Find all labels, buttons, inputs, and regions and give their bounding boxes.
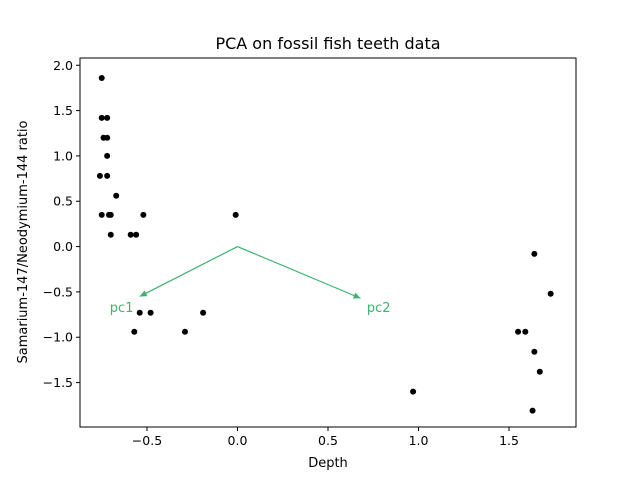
arrow-label-pc2: pc2 xyxy=(367,301,391,316)
y-axis: 2.0 1.5 1.0 0.5 0.0 −0.5 −1.0 −1.5 xyxy=(43,58,80,390)
data-point xyxy=(98,74,105,81)
plot-area xyxy=(79,57,577,428)
x-tick-label: 0.5 xyxy=(318,433,338,448)
y-tick-label: −0.5 xyxy=(43,284,73,299)
arrow-layer: pc1 pc2 xyxy=(110,246,391,316)
y-tick-label: 0.0 xyxy=(53,239,73,254)
data-point xyxy=(536,368,543,375)
data-point xyxy=(529,407,536,414)
arrow-pc2 xyxy=(237,246,361,299)
arrow-head-pc2 xyxy=(352,292,361,299)
data-point xyxy=(131,328,138,335)
chart-title: PCA on fossil fish teeth data xyxy=(215,34,440,53)
data-point xyxy=(98,211,105,218)
data-point xyxy=(96,172,103,179)
data-point xyxy=(410,388,417,395)
y-tick-label: 2.0 xyxy=(53,58,73,73)
data-point xyxy=(104,152,111,159)
arrow-head-pc1 xyxy=(139,290,148,297)
data-point xyxy=(232,211,239,218)
data-point xyxy=(522,328,529,335)
data-point xyxy=(547,290,554,297)
data-point xyxy=(98,114,105,121)
arrow-label-pc1: pc1 xyxy=(110,301,134,316)
y-tick-label: −1.5 xyxy=(43,375,73,390)
point-layer xyxy=(96,74,554,414)
arrow-pc1 xyxy=(139,246,238,297)
data-point xyxy=(107,211,114,218)
data-point xyxy=(140,211,147,218)
data-point xyxy=(531,348,538,355)
data-point xyxy=(104,172,111,179)
x-axis-label: Depth xyxy=(308,456,348,471)
data-point xyxy=(104,114,111,121)
data-point xyxy=(147,309,154,316)
data-point xyxy=(107,231,114,238)
x-tick-label: 1.0 xyxy=(409,433,429,448)
data-point xyxy=(113,192,120,199)
y-tick-label: 0.5 xyxy=(53,194,73,209)
x-axis: −0.5 0.0 0.5 1.0 1.5 xyxy=(132,427,519,448)
data-point xyxy=(515,328,522,335)
y-tick-label: 1.5 xyxy=(53,103,73,118)
data-point xyxy=(531,250,538,257)
y-tick-label: 1.0 xyxy=(53,148,73,163)
data-point xyxy=(181,328,188,335)
data-point xyxy=(200,309,207,316)
data-point xyxy=(127,231,134,238)
data-point xyxy=(136,309,143,316)
y-tick-label: −1.0 xyxy=(43,330,73,345)
x-tick-label: 1.5 xyxy=(499,433,519,448)
x-tick-label: −0.5 xyxy=(132,433,162,448)
y-axis-label: Samarium-147/Neodymium-144 ratio xyxy=(16,120,31,363)
data-point xyxy=(133,231,140,238)
data-point xyxy=(104,134,111,141)
x-tick-label: 0.0 xyxy=(228,433,248,448)
